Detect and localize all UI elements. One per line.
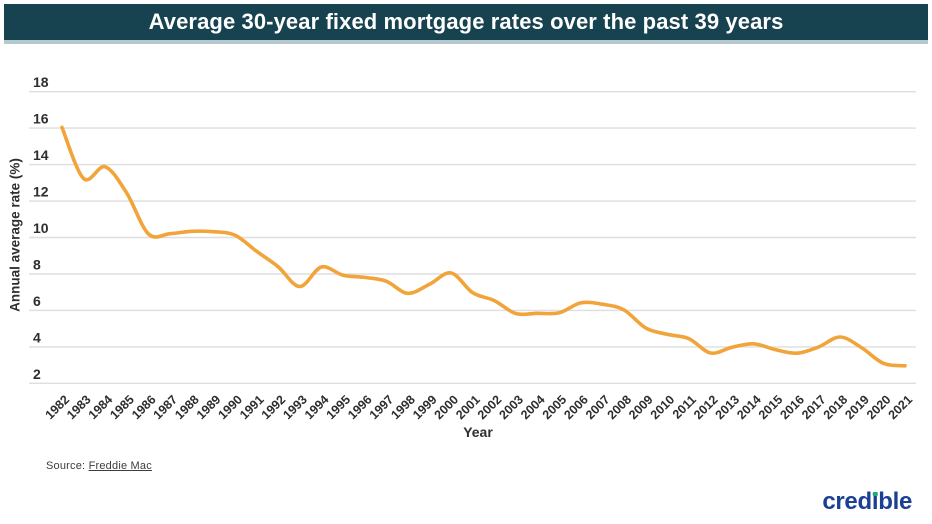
y-tick-label: 12: [33, 184, 49, 200]
x-axis-title: Year: [463, 424, 493, 440]
y-tick-label: 10: [33, 220, 49, 236]
logo-letter-i: ı: [871, 488, 879, 515]
x-tick-label: 1991: [237, 392, 267, 422]
source-note: Source: Freddie Mac: [46, 460, 152, 472]
y-tick-label: 18: [33, 74, 49, 90]
y-tick-label: 4: [33, 329, 41, 345]
logo-i-dot: [872, 491, 878, 496]
y-tick-label: 16: [33, 111, 49, 127]
x-tick-label: 2011: [670, 392, 699, 421]
rate-line: [60, 125, 907, 368]
chart-title-bar: Average 30-year fixed mortgage rates ove…: [4, 4, 928, 44]
credible-logo: credı ble: [822, 488, 912, 515]
logo-letters: cred: [822, 488, 872, 515]
y-axis-title: Annual average rate (%): [7, 158, 23, 312]
y-tick-label: 14: [33, 147, 49, 163]
x-tick-label: 1998: [388, 392, 418, 422]
y-tick-label: 2: [33, 366, 41, 382]
x-tick-label: 2017: [799, 392, 829, 422]
y-tick-label: 6: [33, 293, 41, 309]
mortgage-rate-line-chart: 2468101214161819821983198419851986198719…: [29, 74, 916, 422]
x-tick-label: 2004: [518, 392, 548, 422]
logo-letters: ble: [878, 488, 912, 515]
x-tick-label: 2021: [886, 392, 916, 422]
y-tick-label: 8: [33, 257, 41, 273]
source-link[interactable]: Freddie Mac: [88, 460, 152, 472]
source-prefix: Source:: [46, 460, 89, 472]
x-tick-label: 1985: [107, 392, 137, 422]
chart-title: Average 30-year fixed mortgage rates ove…: [148, 9, 784, 34]
